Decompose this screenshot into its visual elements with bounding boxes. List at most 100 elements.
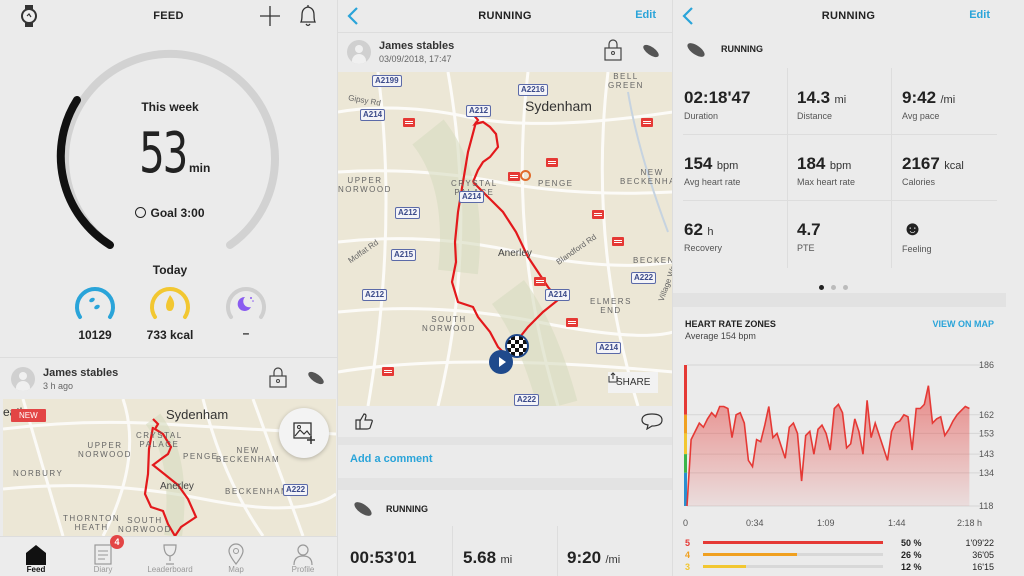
pager-dots[interactable] xyxy=(819,277,848,295)
zone-row: 5 50 % 1'09'22 xyxy=(673,538,1024,550)
map-label-penge: PENGE xyxy=(538,179,574,188)
stat-distance: 5.68 mi xyxy=(463,548,513,567)
page-title: FEED xyxy=(153,10,184,22)
zone-row: 4 26 % 36'05 xyxy=(673,550,1024,562)
stat-recovery: 62 h Recovery xyxy=(684,220,723,253)
map-label-new-beckenham: NEW BECKENHAM xyxy=(216,446,281,464)
activity-detail-screen: RUNNING Edit James stables 03/09/2018, 1… xyxy=(337,0,672,576)
post-user-name[interactable]: James stables xyxy=(43,367,119,379)
add-photo-button[interactable] xyxy=(279,408,329,458)
edit-button[interactable]: Edit xyxy=(635,9,656,21)
map-road-a2216: A2216 xyxy=(518,84,548,96)
running-shoe-icon xyxy=(643,44,659,58)
view-on-map-link[interactable]: VIEW ON MAP xyxy=(932,319,994,329)
watch-icon[interactable] xyxy=(18,4,40,28)
lock-icon[interactable] xyxy=(603,38,623,62)
pager-dot[interactable] xyxy=(843,285,848,290)
map-label-thornton-heath: THORNTON HEATH xyxy=(63,514,121,532)
activity-type-label: RUNNING xyxy=(721,44,763,54)
hr-zones-subtitle: Average 154 bpm xyxy=(685,331,756,341)
stopwatch-icon xyxy=(135,207,147,218)
avatar[interactable] xyxy=(11,367,35,391)
comment-bubble-icon[interactable] xyxy=(641,412,663,430)
avatar[interactable] xyxy=(347,40,371,64)
map-road-a214-4: A214 xyxy=(596,342,622,354)
this-week-value: 53 xyxy=(138,121,188,186)
pager-dot[interactable] xyxy=(831,285,836,290)
zone-row: 3 12 % 16'15 xyxy=(673,562,1024,574)
stat-duration: 00:53'01 xyxy=(350,548,417,567)
nav-profile[interactable]: Profile xyxy=(273,543,333,574)
detail-header: RUNNING xyxy=(338,0,672,32)
running-shoe-icon xyxy=(354,502,372,516)
lock-icon[interactable] xyxy=(268,366,288,388)
footsteps-icon xyxy=(89,297,100,310)
map-road-a212-3: A212 xyxy=(362,289,388,301)
map-road-a212: A212 xyxy=(466,105,492,117)
back-chevron-icon[interactable] xyxy=(681,6,695,26)
nav-leaderboard[interactable]: Leaderboard xyxy=(140,543,200,574)
stat-distance: 14.3 mi Distance xyxy=(797,88,847,121)
stat-avg-pace: 9:42 /mi Avg pace xyxy=(902,88,956,121)
heart-rate-chart: 118 134 143 153 162 186 0 0:34 1:09 1:44 2:18 h xyxy=(683,360,994,528)
page-title: RUNNING xyxy=(821,10,876,22)
x-tick-label: 0:34 xyxy=(746,518,764,528)
moon-icon xyxy=(237,296,251,311)
map-label-penge: PENGE xyxy=(183,452,219,461)
nav-label: Diary xyxy=(93,565,113,574)
pager-dot-active[interactable] xyxy=(819,285,824,290)
feed-header: FEED xyxy=(0,0,337,32)
feed-route-map[interactable]: eatham NEW Sydenham CRYSTAL PALACE UPPER… xyxy=(3,399,336,536)
map-label-upper-norwood: UPPER NORWOOD xyxy=(338,176,392,194)
calories-ring[interactable] xyxy=(147,283,193,323)
underground-icon xyxy=(520,170,531,181)
like-thumb-icon[interactable] xyxy=(354,412,374,430)
zone-percent: 50 % xyxy=(901,538,922,548)
zone-bar-track xyxy=(703,553,883,556)
plus-icon[interactable] xyxy=(258,4,282,28)
hr-zones-title: HEART RATE ZONES xyxy=(685,319,776,329)
activity-datetime: 03/09/2018, 17:47 xyxy=(379,54,452,64)
nav-feed[interactable]: Feed xyxy=(6,543,66,574)
diary-badge: 4 xyxy=(110,535,124,549)
play-route-button[interactable] xyxy=(489,350,513,374)
map-pin-icon xyxy=(228,543,244,565)
back-chevron-icon[interactable] xyxy=(346,6,360,26)
nav-label: Leaderboard xyxy=(147,565,193,574)
edit-button[interactable]: Edit xyxy=(969,9,990,21)
home-icon xyxy=(26,545,46,565)
stats-grid: 02:18'47 Duration 14.3 mi Distance 9:42 /m… xyxy=(673,68,1007,268)
sleep-ring[interactable] xyxy=(223,283,269,323)
bell-icon[interactable] xyxy=(296,3,320,29)
x-tick-label: 2:18 h xyxy=(957,518,982,528)
running-shoe-icon xyxy=(308,371,324,385)
divider xyxy=(673,293,1006,307)
rail-station-icon xyxy=(592,210,604,219)
nav-label: Profile xyxy=(291,565,315,574)
rail-station-icon xyxy=(534,277,546,286)
zone-bar-fill xyxy=(703,541,883,544)
share-button[interactable]: SHARE xyxy=(608,372,659,393)
rail-station-icon xyxy=(403,118,415,127)
nav-map[interactable]: Map xyxy=(206,543,266,574)
zone-band-3 xyxy=(684,433,687,455)
map-label-beckenham: BECKEN xyxy=(633,256,672,265)
divider xyxy=(338,437,672,445)
calories-value: 733 kcal xyxy=(146,328,194,342)
nav-diary[interactable]: Diary 4 xyxy=(73,535,133,574)
rail-station-icon xyxy=(382,367,394,376)
profile-icon xyxy=(293,544,313,565)
map-label-bell-green: BELL GREEN xyxy=(608,72,644,90)
activity-route-map[interactable]: A2199 A2216 Gipsy Rd A212 Sydenham BELL … xyxy=(338,72,672,406)
rail-station-icon xyxy=(546,158,558,167)
map-road-a214: A214 xyxy=(360,109,386,121)
x-tick-label: 0 xyxy=(683,518,688,528)
steps-ring[interactable] xyxy=(72,283,118,323)
activity-user-name[interactable]: James stables xyxy=(379,40,455,52)
running-shoe-icon xyxy=(687,43,705,57)
add-comment-link[interactable]: Add a comment xyxy=(350,453,433,465)
divider xyxy=(557,526,558,576)
goal-label: Goal 3:00 xyxy=(150,206,205,220)
map-road-a222: A222 xyxy=(631,272,657,284)
y-tick-label: 186 xyxy=(979,360,994,370)
